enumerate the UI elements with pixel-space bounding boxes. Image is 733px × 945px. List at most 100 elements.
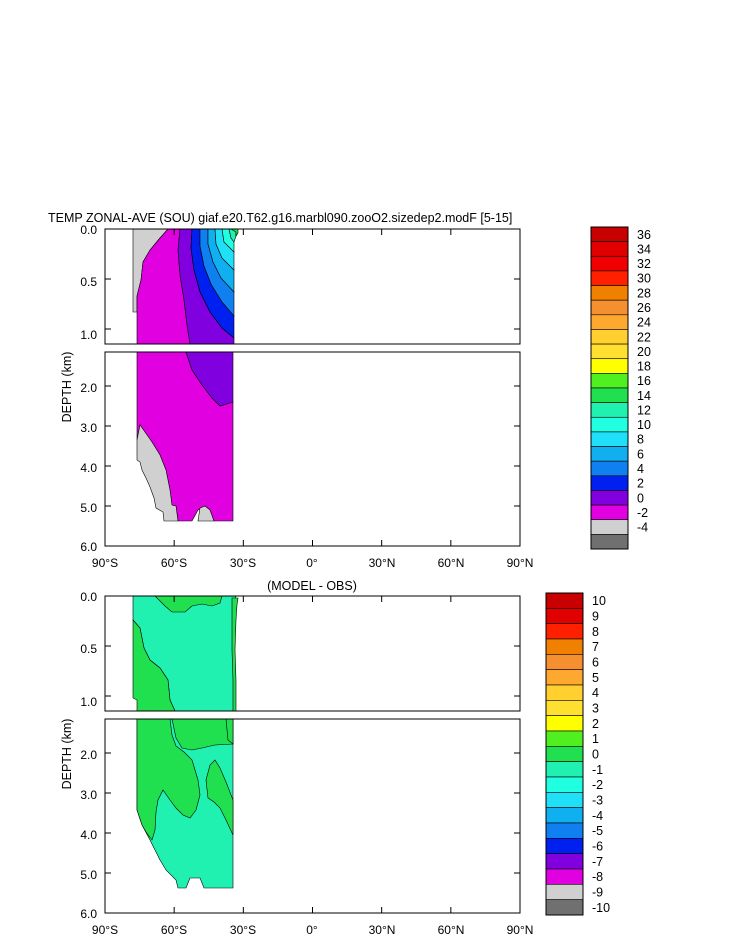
diff-colorbar-swatch [545, 715, 584, 732]
diff-colorbar-swatch [545, 792, 584, 808]
temp-colorbar-swatch [590, 373, 629, 389]
temp-xtick-0: 90°S [92, 556, 118, 570]
diff-xtick-0: 90°S [92, 923, 118, 937]
temp-chart-title: TEMP ZONAL-AVE (SOU) giaf.e20.T62.g16.ma… [48, 211, 512, 225]
diff-colorbar-swatch [545, 669, 584, 686]
diff-colorbar-swatch [545, 730, 584, 747]
temp-colorbar-label: 14 [637, 389, 651, 403]
temp-ytick-1: 0.5 [80, 275, 97, 289]
temp-xtick-6: 90°N [507, 556, 534, 570]
temp-colorbar-label: 36 [637, 228, 651, 242]
temp-colorbar-swatch [590, 343, 629, 360]
diff-colorbar-label: 5 [592, 671, 599, 685]
temp-colorbar-label: 34 [637, 242, 651, 256]
diff-colorbar-swatch [545, 776, 584, 793]
temp-colorbar-swatch [590, 270, 629, 286]
temp-colorbar-swatch [590, 285, 629, 301]
diff-colorbar-label: 0 [592, 748, 599, 762]
temp-colorbar-label: 8 [637, 433, 644, 447]
diff-colorbar-swatch [545, 761, 584, 778]
diff-ytick-0: 0.0 [80, 590, 97, 604]
diff-lower-band-0-1-main [136, 719, 201, 841]
temp-colorbar-label: 30 [637, 272, 651, 286]
temp-xtick-1: 60°S [161, 556, 187, 570]
diff-colorbar-swatch [545, 746, 584, 762]
temp-colorbar-label: -4 [637, 521, 648, 535]
diff-colorbar-label: -7 [592, 855, 603, 869]
temp-colorbar-label: 26 [637, 301, 651, 315]
diff-colorbar-label: -1 [592, 763, 603, 777]
temp-colorbar-label: 2 [637, 477, 644, 491]
diff-colorbar-label: -4 [592, 809, 603, 823]
temp-ylabel: DEPTH (km) [60, 352, 74, 423]
diff-upper-band-0-1-edge [231, 597, 239, 711]
diff-upper-contours [132, 596, 239, 711]
temp-colorbar-swatch [590, 416, 629, 433]
diff-lower-contours [136, 719, 234, 889]
diff-upper-band-0-1-top [154, 596, 223, 613]
temp-colorbar-swatch [590, 446, 629, 462]
temp-ytick-5: 4.0 [80, 461, 97, 475]
temp-colorbar-swatch [590, 314, 629, 330]
temp-colorbar-label: 0 [637, 491, 644, 505]
temp-colorbar-label: 16 [637, 374, 651, 388]
temp-colorbar-label: 24 [637, 316, 651, 330]
temp-upper-contours [132, 229, 239, 344]
diff-colorbar-label: 1 [592, 732, 599, 746]
diff-lower-band-0-1-east [225, 719, 234, 745]
temp-upper-band-16-18 [230, 229, 239, 237]
diff-ytick-3: 2.0 [80, 748, 97, 762]
diff-colorbar-swatch [545, 592, 584, 609]
diff-colorbar-label: -5 [592, 824, 603, 838]
diff-xtick-6: 90°N [507, 923, 534, 937]
temp-colorbar-swatch [590, 519, 629, 535]
diff-colorbar-swatch [545, 608, 584, 624]
temp-colorbar-swatch [590, 490, 629, 506]
diff-colorbar-label: -3 [592, 794, 603, 808]
diff-colorbar-label: 2 [592, 717, 599, 731]
temp-colorbar-swatch [590, 387, 629, 403]
diff-colorbar-label: -8 [592, 870, 603, 884]
temp-colorbar-label: 20 [637, 345, 651, 359]
temp-xtick-4: 30°N [369, 556, 396, 570]
diff-chart: (MODEL - OBS) 0.0 0.5 1.0 2.0 3.0 4.0 5.… [60, 579, 610, 937]
diff-colorbar-label: -9 [592, 886, 603, 900]
diff-colorbar-swatch [545, 838, 584, 854]
diff-colorbar-swatch [545, 638, 584, 655]
temp-xtick-2: 30°S [230, 556, 256, 570]
temp-ytick-3: 2.0 [80, 381, 97, 395]
diff-xtick-2: 30°S [230, 923, 256, 937]
diff-colorbar-label: -6 [592, 840, 603, 854]
diff-colorbar-label: 7 [592, 640, 599, 654]
diff-lower-band-0-1-mid [205, 759, 234, 836]
temp-ytick-6: 5.0 [80, 501, 97, 515]
diff-colorbar-swatch [545, 853, 584, 870]
temp-ytick-0: 0.0 [80, 223, 97, 237]
diff-ylabel: DEPTH (km) [60, 719, 74, 790]
temp-colorbar-swatch [590, 460, 629, 477]
temp-lower-land-ridge [197, 505, 215, 522]
diff-colorbar-label: 9 [592, 610, 599, 624]
diff-colorbar-swatch [545, 654, 584, 670]
diff-xtick-5: 60°N [438, 923, 465, 937]
temp-colorbar-swatch [590, 255, 629, 272]
temp-colorbar-label: 12 [637, 403, 651, 417]
temp-colorbar-swatch [590, 534, 629, 550]
temp-lower-band-2-4 [185, 352, 234, 407]
temp-colorbar-swatch [590, 241, 629, 257]
temp-xtick-3: 0° [306, 556, 318, 570]
diff-colorbar-swatch [545, 822, 584, 839]
temp-colorbar-swatch [590, 504, 629, 521]
temp-colorbar-label: 28 [637, 286, 651, 300]
diff-colorbar-frame [545, 592, 584, 916]
diff-colorbar-swatch [545, 899, 584, 916]
temp-ytick-7: 6.0 [80, 540, 97, 554]
temp-ytick-4: 3.0 [80, 421, 97, 435]
diff-colorbar-swatch [545, 700, 584, 716]
diff-colorbar-label: 6 [592, 656, 599, 670]
diff-chart-title: (MODEL - OBS) [267, 579, 357, 593]
temp-ytick-2: 1.0 [80, 328, 97, 342]
temp-xtick-5: 60°N [438, 556, 465, 570]
